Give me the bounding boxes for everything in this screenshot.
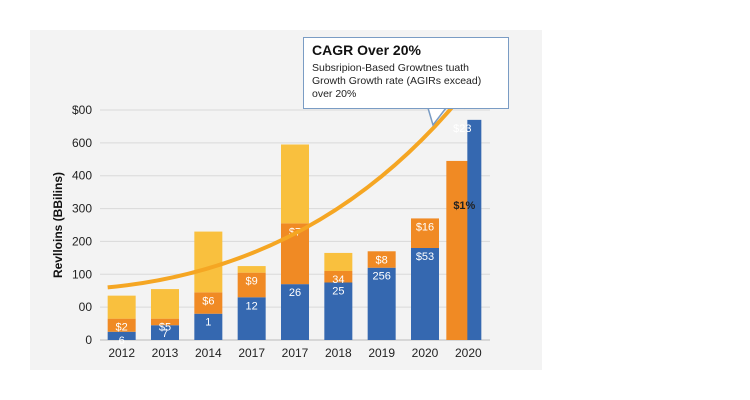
x-tick-label: 2017 (238, 346, 265, 360)
callout-line-1: Subsripion-Based Growtnes tuath (312, 62, 470, 74)
data-label: $8 (376, 254, 388, 266)
data-label: 1 (205, 317, 211, 329)
bar-segment-orange (367, 251, 396, 268)
bar-segment-yellow (324, 252, 353, 271)
cagr-callout: CAGR Over 20% Subsripion-Based Growtnes … (303, 37, 509, 109)
bar-extra (446, 160, 469, 340)
data-label: 12 (246, 300, 258, 312)
data-label: $6 (202, 295, 214, 307)
bar-segment-yellow (194, 231, 223, 293)
bar-segment-yellow (107, 295, 136, 319)
data-label: $9 (246, 276, 258, 288)
data-label: 256 (372, 271, 390, 283)
bar-segment-blue (367, 267, 396, 340)
callout-title: CAGR Over 20% (312, 42, 421, 58)
y-tick-label: 600 (72, 136, 92, 150)
data-label: $2 (116, 322, 128, 334)
bar-segment-blue (281, 284, 309, 340)
data-label: $16 (416, 221, 434, 233)
bar-segment-yellow (237, 266, 266, 273)
data-label: $23 (453, 123, 471, 135)
x-tick-label: 2018 (325, 346, 352, 360)
bar-segment-orange (237, 272, 266, 298)
bar-segment-blue (411, 248, 439, 340)
y-tick-label: 0 (85, 333, 92, 347)
data-label: $5 (159, 322, 171, 334)
trend-arrow-line (107, 93, 464, 290)
x-tick-label: 2020 (412, 346, 439, 360)
x-tick-label: 2013 (152, 346, 179, 360)
data-label: $1% (453, 200, 475, 212)
bar-segment-orange (324, 271, 353, 283)
x-tick-label: 2017 (282, 346, 309, 360)
bar-segment-yellow (281, 144, 309, 224)
bar-segment-blue (237, 297, 266, 340)
y-tick-label: 400 (72, 169, 92, 183)
bar-segment-orange (107, 318, 136, 332)
callout-line-3: over 20% (312, 88, 357, 100)
data-label: 34 (332, 274, 344, 286)
x-tick-label: 2014 (195, 346, 222, 360)
y-tick-label: 200 (72, 234, 92, 248)
data-label: 6 (119, 335, 125, 347)
x-tick-label: 2012 (108, 346, 135, 360)
y-tick-label: $00 (72, 103, 92, 117)
bar-segment-orange (411, 218, 439, 248)
callout-pointer (427, 107, 447, 127)
bar-segment-yellow (151, 289, 179, 319)
x-tick-label: 2019 (368, 346, 395, 360)
bar-segment-blue (194, 313, 223, 340)
data-label: 25 (332, 286, 344, 298)
y-axis-title: Revlloins (BBilins) (51, 172, 65, 278)
data-label: $53 (416, 251, 434, 263)
bar-segment-blue (324, 282, 353, 340)
y-tick-label: 300 (72, 202, 92, 216)
callout-line-2: Growth Growth rate (AGIRs excead) (312, 75, 482, 87)
bar-segment-orange (194, 292, 223, 314)
data-label: 26 (289, 287, 301, 299)
bar-segment-blue (151, 325, 179, 340)
bar-segment-blue (107, 331, 136, 340)
data-label: 7 (162, 328, 168, 340)
bar-segment-blue (467, 119, 482, 340)
y-tick-label: 100 (72, 267, 92, 281)
x-tick-label: 2020 (455, 346, 482, 360)
bar-segment-orange (151, 318, 179, 326)
y-tick-label: 00 (79, 300, 93, 314)
